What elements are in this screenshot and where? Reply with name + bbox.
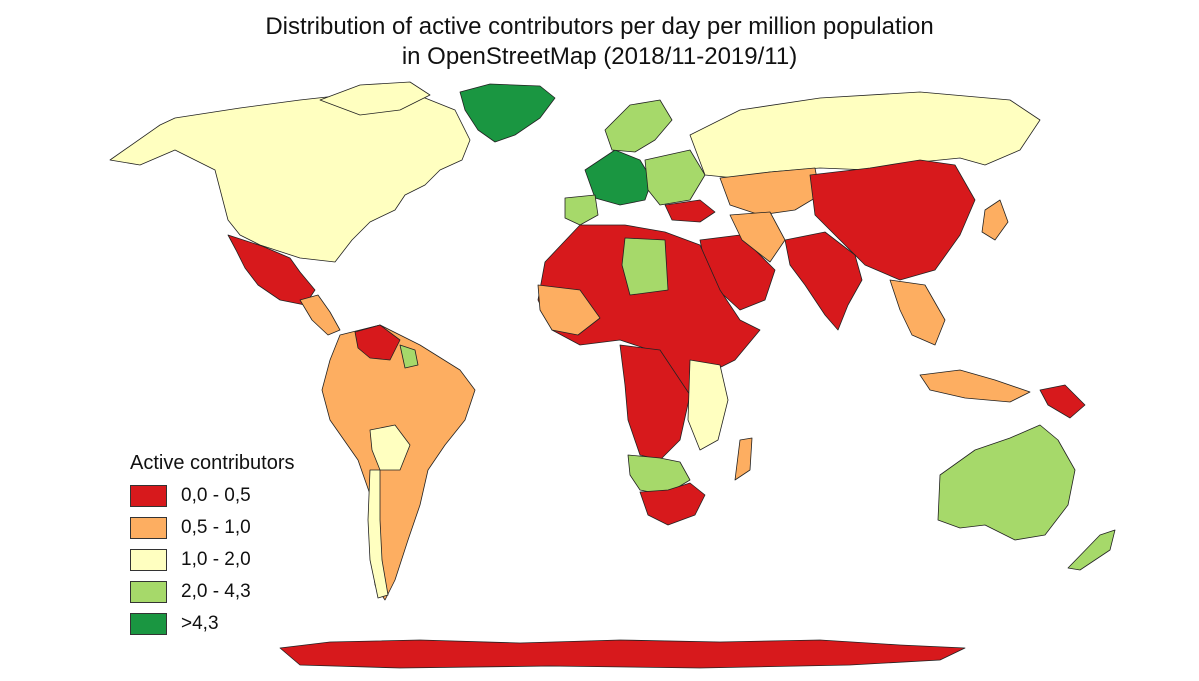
legend-swatch-3 (130, 581, 167, 603)
region-greenland (459, 83, 556, 143)
legend-swatch-4 (130, 613, 167, 635)
region-central-asia (719, 167, 821, 216)
region-russia (689, 91, 1041, 179)
region-libya (621, 237, 669, 296)
region-japan (981, 199, 1009, 241)
legend-item-3: 2,0 - 4,3 (130, 579, 370, 605)
region-india (784, 231, 863, 331)
legend-label-3: 2,0 - 4,3 (181, 581, 251, 602)
region-iran (729, 211, 786, 263)
region-scandinavia (604, 99, 673, 153)
region-guyana (399, 344, 419, 369)
map-title-line-1: Distribution of active contributors per … (265, 13, 934, 40)
region-turkey (664, 199, 716, 223)
legend-swatch-1 (130, 517, 167, 539)
region-indonesia (919, 369, 1031, 403)
legend-item-0: 0,0 - 0,5 (130, 483, 370, 509)
region-north-america (109, 91, 471, 263)
legend-label-1: 0,5 - 1,0 (181, 517, 251, 538)
region-eastern-europe (644, 149, 706, 206)
legend-label-4: >4,3 (181, 613, 219, 634)
region-papua (1039, 384, 1086, 419)
region-arctic-islands (319, 81, 431, 116)
region-south-africa (639, 482, 706, 526)
region-venezuela (354, 324, 401, 361)
region-east-africa (687, 359, 729, 451)
region-new-zealand (1067, 529, 1116, 571)
region-west-africa (537, 284, 601, 336)
legend-label-0: 0,0 - 0,5 (181, 485, 251, 506)
map-title-line-2: in OpenStreetMap (2018/11-2019/11) (401, 43, 798, 70)
legend: Active contributors 0,0 - 0,5 0,5 - 1,0 … (130, 451, 370, 643)
region-southeast-asia (889, 279, 946, 346)
legend-title: Active contributors (130, 452, 295, 474)
region-antarctica (279, 639, 966, 669)
region-china (809, 159, 976, 281)
map-title: Distribution of active contributors per … (0, 12, 1199, 72)
region-bolivia-paraguay (369, 424, 411, 471)
legend-item-1: 0,5 - 1,0 (130, 515, 370, 541)
region-australia (937, 424, 1076, 541)
legend-swatch-0 (130, 485, 167, 507)
region-madagascar (734, 437, 753, 481)
region-chile (367, 469, 389, 599)
region-iberia (564, 194, 599, 226)
region-central-america (299, 294, 341, 336)
legend-item-4: >4,3 (130, 611, 370, 637)
legend-swatch-2 (130, 549, 167, 571)
legend-label-2: 1,0 - 2,0 (181, 549, 251, 570)
legend-item-2: 1,0 - 2,0 (130, 547, 370, 573)
